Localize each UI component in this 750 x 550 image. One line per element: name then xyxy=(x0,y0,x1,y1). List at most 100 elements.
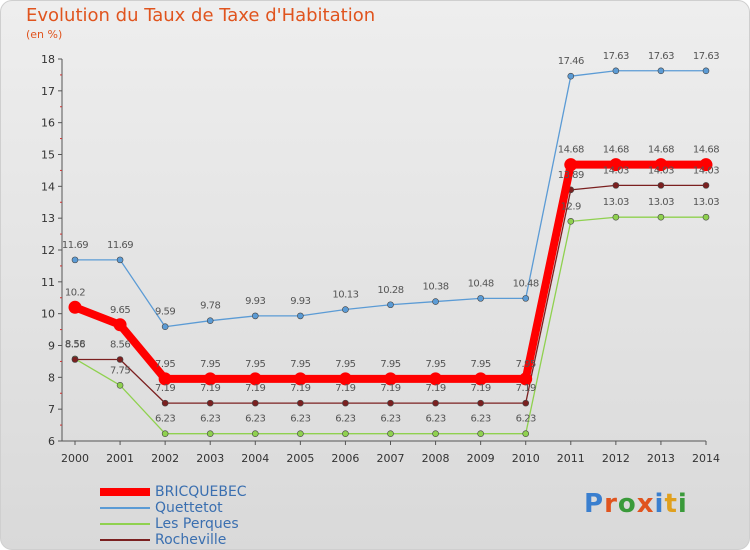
x-tick-label: 2007 xyxy=(377,452,405,465)
data-point xyxy=(338,372,352,386)
legend-swatch xyxy=(100,539,150,541)
data-point xyxy=(251,430,259,437)
data-label: 7.95 xyxy=(516,359,536,370)
data-label: 7.95 xyxy=(155,359,175,370)
data-point xyxy=(71,356,79,363)
data-point xyxy=(387,430,394,437)
data-point xyxy=(522,399,530,407)
data-point xyxy=(206,317,214,324)
data-point xyxy=(609,158,623,172)
data-label: 17.63 xyxy=(693,51,719,62)
x-tick-label: 2013 xyxy=(647,452,675,465)
x-tick-label: 2012 xyxy=(602,452,630,465)
data-label: 7.95 xyxy=(425,359,445,370)
data-point xyxy=(702,182,710,189)
data-point xyxy=(384,372,397,386)
logo-letter: i xyxy=(677,489,688,519)
data-label: 7.95 xyxy=(380,359,400,370)
data-point xyxy=(699,158,713,172)
data-point xyxy=(251,399,259,407)
data-label: 7.19 xyxy=(516,383,536,394)
x-tick-label: 2004 xyxy=(241,452,269,465)
legend-label: Les Perques xyxy=(155,516,239,532)
legend-label: BRICQUEBEC xyxy=(155,484,247,500)
data-point xyxy=(158,372,172,386)
data-point xyxy=(342,399,349,407)
data-label: 14.68 xyxy=(648,145,674,156)
data-point xyxy=(297,399,304,407)
data-label: 6.23 xyxy=(155,414,175,425)
data-label: 7.19 xyxy=(335,383,355,394)
data-label: 10.48 xyxy=(468,278,494,289)
data-label: 9.65 xyxy=(110,305,130,316)
logo-letter: o xyxy=(617,489,637,519)
data-point xyxy=(161,399,169,407)
data-label: 6.23 xyxy=(425,414,445,425)
data-label: 14.68 xyxy=(558,145,584,156)
data-point xyxy=(432,399,439,407)
data-point xyxy=(474,372,488,386)
y-tick-label: 16 xyxy=(41,117,55,130)
data-label: 9.59 xyxy=(155,307,175,318)
data-point xyxy=(522,295,530,302)
data-point xyxy=(251,312,259,320)
data-point xyxy=(116,256,124,264)
data-label: 7.19 xyxy=(471,383,491,394)
data-label: 10.13 xyxy=(332,290,358,301)
data-label: 10.28 xyxy=(377,285,403,296)
y-tick-label: 9 xyxy=(48,340,55,353)
logo-letter: i xyxy=(654,489,665,519)
data-label: 7.95 xyxy=(471,359,491,370)
data-label: 17.46 xyxy=(558,56,584,67)
x-tick-label: 2006 xyxy=(331,452,359,465)
data-point xyxy=(293,372,307,386)
legend-swatch xyxy=(100,507,150,509)
y-tick-label: 6 xyxy=(48,435,55,448)
data-point xyxy=(429,372,443,386)
data-point xyxy=(612,213,620,221)
legend-label: Rocheville xyxy=(155,532,227,548)
x-tick-label: 2014 xyxy=(692,452,720,465)
data-label: 10.48 xyxy=(513,278,539,289)
data-point xyxy=(113,318,127,332)
data-label: 14.03 xyxy=(648,165,674,176)
data-label: 9.93 xyxy=(290,296,310,307)
data-point xyxy=(567,218,575,225)
data-point xyxy=(477,430,484,437)
y-tick-label: 18 xyxy=(41,53,55,66)
logo-letter: P xyxy=(584,489,605,519)
data-point xyxy=(387,301,394,309)
data-point xyxy=(116,356,124,363)
data-point xyxy=(432,298,439,305)
data-label: 17.63 xyxy=(603,51,629,62)
proxiti-logo: Proxiti xyxy=(584,489,688,519)
data-label: 17.63 xyxy=(648,51,674,62)
data-label: 7.19 xyxy=(200,383,220,394)
data-label: 6.23 xyxy=(380,414,400,425)
data-point xyxy=(522,430,530,437)
data-point xyxy=(702,213,710,221)
y-tick-label: 14 xyxy=(41,180,55,193)
data-point xyxy=(248,372,262,386)
x-tick-label: 2011 xyxy=(557,452,585,465)
data-label: 14.03 xyxy=(693,165,719,176)
data-point xyxy=(116,381,124,389)
data-point xyxy=(654,158,668,172)
data-label: 9.93 xyxy=(245,296,265,307)
data-point xyxy=(657,182,665,189)
y-tick-label: 17 xyxy=(41,85,55,98)
y-tick-label: 8 xyxy=(48,371,55,384)
data-point xyxy=(477,399,484,407)
chart-unit-label: (en %) xyxy=(26,28,63,41)
data-point xyxy=(567,72,575,80)
legend-label: Quettetot xyxy=(155,500,223,516)
x-tick-label: 2010 xyxy=(512,452,540,465)
data-label: 7.95 xyxy=(200,359,220,370)
chart-title: Evolution du Taux de Taxe d'Habitation xyxy=(26,5,376,26)
y-tick-label: 10 xyxy=(41,308,55,321)
data-label: 6.23 xyxy=(471,414,491,425)
data-point xyxy=(297,430,304,437)
data-point xyxy=(203,372,217,386)
data-label: 7.19 xyxy=(380,383,400,394)
